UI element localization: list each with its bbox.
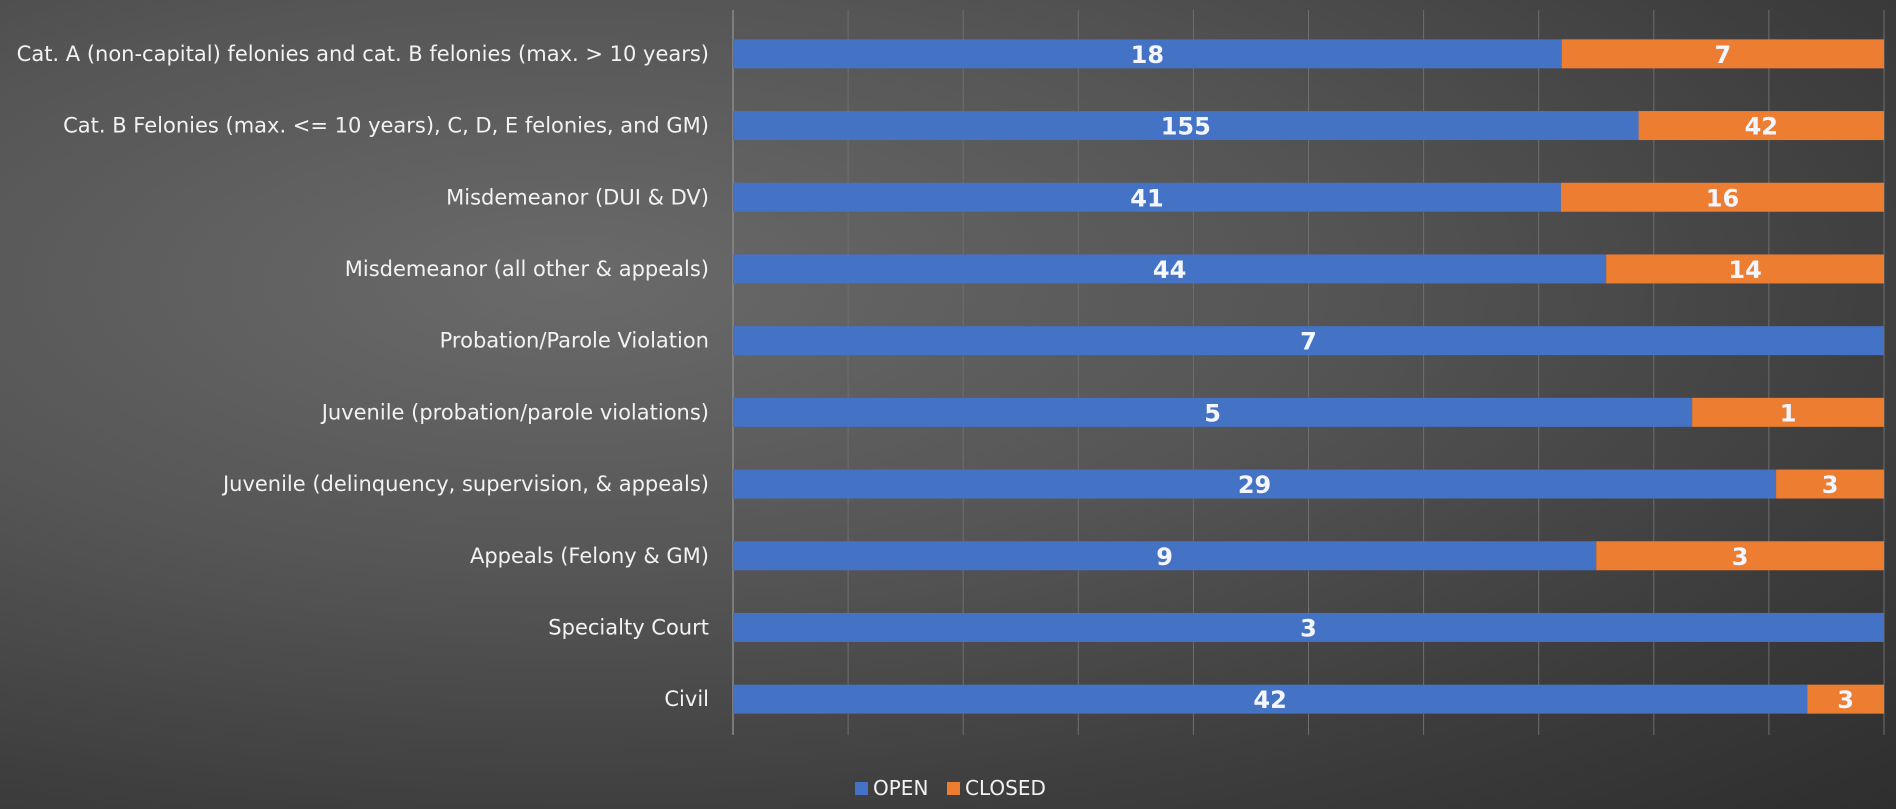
category-label: Cat. A (non-capital) felonies and cat. B… [17, 42, 709, 66]
data-label-open: 42 [1253, 686, 1286, 714]
bar-open [733, 182, 1561, 212]
data-label-open: 41 [1130, 184, 1163, 212]
bar-open [733, 469, 1777, 499]
legend-swatch-closed [947, 782, 960, 795]
data-label-open: 3 [1300, 614, 1317, 642]
bar-open [733, 111, 1639, 141]
data-label-closed: 14 [1728, 256, 1761, 284]
legend-swatch-open [855, 782, 868, 795]
category-label: Specialty Court [548, 615, 709, 639]
legend: OPEN CLOSED [855, 776, 1046, 800]
bar-open [733, 39, 1562, 69]
data-label-open: 7 [1300, 328, 1317, 356]
category-label: Misdemeanor (DUI & DV) [446, 185, 709, 209]
data-label-closed: 1 [1780, 399, 1797, 427]
legend-label-closed: CLOSED [965, 776, 1046, 800]
data-label-closed: 7 [1715, 41, 1732, 69]
bar-open [733, 397, 1693, 427]
category-label: Cat. B Felonies (max. <= 10 years), C, D… [63, 114, 709, 138]
data-label-open: 18 [1131, 41, 1164, 69]
category-label: Probation/Parole Violation [440, 329, 709, 353]
bar-closed [1606, 254, 1884, 284]
category-label: Juvenile (delinquency, supervision, & ap… [221, 472, 709, 496]
bar-closed [1561, 39, 1884, 69]
category-label: Misdemeanor (all other & appeals) [345, 257, 709, 281]
data-label-open: 44 [1153, 256, 1186, 284]
category-label: Civil [664, 687, 709, 711]
data-label-open: 29 [1238, 471, 1271, 499]
data-label-closed: 3 [1732, 543, 1749, 571]
category-label: Appeals (Felony & GM) [470, 544, 709, 568]
bar-open [733, 326, 1884, 356]
category-label: Juvenile (probation/parole violations) [320, 400, 709, 424]
category-labels: Cat. A (non-capital) felonies and cat. B… [17, 42, 709, 711]
data-label-closed: 42 [1745, 113, 1778, 141]
bar-open [733, 254, 1607, 284]
bar-open [733, 612, 1884, 642]
data-label-open: 5 [1204, 399, 1221, 427]
bar-closed [1596, 541, 1884, 571]
data-label-closed: 3 [1822, 471, 1839, 499]
data-label-open: 155 [1161, 113, 1211, 141]
bar-closed [1692, 397, 1884, 427]
bars: 18 7 155 42 41 16 44 14 7 5 1 29 3 9 3 3 42 3 [733, 39, 1884, 714]
data-label-open: 9 [1156, 543, 1173, 571]
bar-open [733, 684, 1808, 714]
bar-open [733, 541, 1597, 571]
data-label-closed: 3 [1837, 686, 1854, 714]
bar-closed [1807, 684, 1884, 714]
bar-closed [1776, 469, 1884, 499]
bar-closed [1560, 182, 1884, 212]
legend-label-open: OPEN [873, 776, 928, 800]
bar-closed [1638, 111, 1884, 141]
data-label-closed: 16 [1706, 184, 1739, 212]
